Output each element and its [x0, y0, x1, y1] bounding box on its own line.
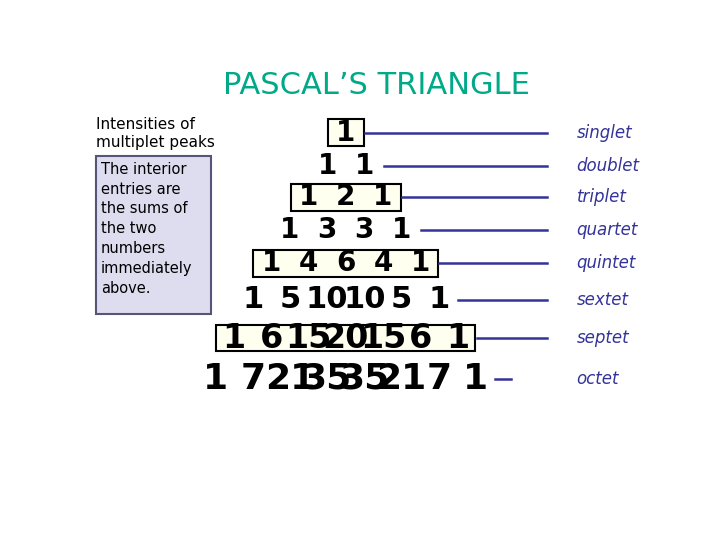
Text: 1: 1	[280, 217, 300, 244]
Text: 1: 1	[355, 152, 374, 180]
Text: 3: 3	[318, 217, 337, 244]
Text: singlet: singlet	[577, 124, 632, 141]
Text: 1: 1	[262, 249, 281, 278]
Text: 3: 3	[355, 217, 374, 244]
Text: 1: 1	[299, 183, 318, 211]
Text: 1: 1	[203, 362, 228, 396]
Text: Intensities of
multiplet peaks: Intensities of multiplet peaks	[96, 117, 215, 150]
FancyBboxPatch shape	[291, 184, 401, 211]
Text: The interior
entries are
the sums of
the two
numbers
immediately
above.: The interior entries are the sums of the…	[101, 162, 192, 295]
FancyBboxPatch shape	[216, 325, 475, 352]
Text: 5: 5	[391, 285, 412, 314]
Text: 21: 21	[265, 362, 315, 396]
Text: doublet: doublet	[577, 158, 639, 176]
Text: 35: 35	[339, 362, 390, 396]
Text: 21: 21	[377, 362, 427, 396]
Text: 1: 1	[392, 217, 411, 244]
Text: 15: 15	[285, 322, 332, 355]
Text: septet: septet	[577, 329, 629, 347]
Text: 1: 1	[428, 285, 449, 314]
Text: 1: 1	[446, 322, 469, 355]
Text: 1: 1	[464, 362, 488, 396]
Text: 1: 1	[222, 322, 246, 355]
Text: 35: 35	[302, 362, 352, 396]
Text: 1: 1	[410, 249, 430, 278]
Text: PASCAL’S TRIANGLE: PASCAL’S TRIANGLE	[223, 71, 530, 100]
FancyBboxPatch shape	[253, 250, 438, 277]
Text: 1: 1	[336, 119, 356, 146]
FancyBboxPatch shape	[328, 119, 364, 146]
Text: 10: 10	[306, 285, 348, 314]
Text: octet: octet	[577, 370, 619, 388]
Text: 15: 15	[360, 322, 406, 355]
Text: 1: 1	[318, 152, 337, 180]
Text: 7: 7	[240, 362, 265, 396]
Text: 5: 5	[279, 285, 300, 314]
Text: 4: 4	[299, 249, 318, 278]
FancyBboxPatch shape	[96, 156, 211, 314]
Text: quintet: quintet	[577, 254, 636, 273]
Text: 6: 6	[260, 322, 283, 355]
Text: triplet: triplet	[577, 188, 626, 206]
Text: 10: 10	[343, 285, 386, 314]
Text: 6: 6	[408, 322, 432, 355]
Text: 6: 6	[336, 249, 356, 278]
Text: 7: 7	[426, 362, 451, 396]
Text: 20: 20	[323, 322, 369, 355]
Text: 1: 1	[374, 183, 392, 211]
Text: 4: 4	[373, 249, 392, 278]
Text: quartet: quartet	[577, 221, 638, 239]
Text: 2: 2	[336, 183, 356, 211]
Text: sextet: sextet	[577, 291, 629, 309]
Text: 1: 1	[242, 285, 264, 314]
